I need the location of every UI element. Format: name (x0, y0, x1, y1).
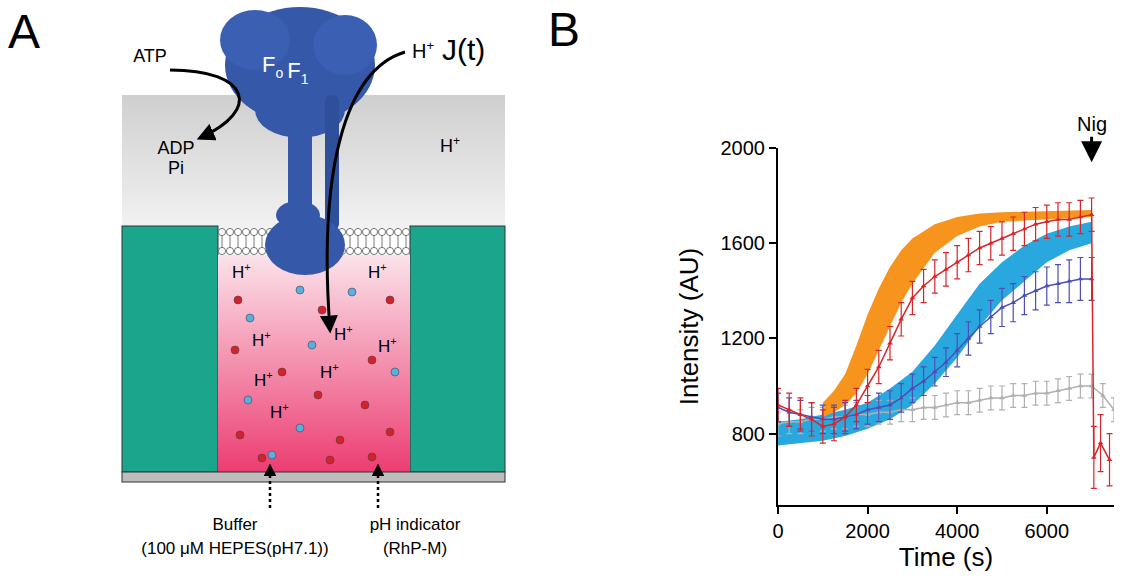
html-text:B: B (548, 3, 580, 56)
svg-text:H+: H+ (270, 401, 289, 422)
svg-text:H+: H+ (252, 329, 271, 350)
svg-text:2000: 2000 (721, 137, 766, 159)
svg-text:H+: H+ (368, 261, 387, 282)
svg-text:FoF1: FoF1 (262, 52, 309, 87)
svg-text:Time (s): Time (s) (899, 542, 993, 572)
svg-text:6000: 6000 (1025, 520, 1070, 542)
svg-text:H+: H+ (412, 38, 434, 62)
svg-text:H+: H+ (334, 323, 353, 344)
svg-text:Buffer: Buffer (212, 515, 257, 534)
svg-text:(RhP-M): (RhP-M) (383, 539, 447, 558)
svg-text:ADP: ADP (157, 138, 194, 158)
svg-text:H+: H+ (254, 369, 273, 390)
svg-text:(100 μM HEPES(pH7.1)): (100 μM HEPES(pH7.1)) (141, 539, 328, 558)
svg-text:pH indicator: pH indicator (370, 515, 461, 534)
svg-text:1200: 1200 (721, 327, 766, 349)
svg-text:A: A (8, 5, 40, 58)
svg-text:800: 800 (732, 423, 765, 445)
svg-text:1600: 1600 (721, 232, 766, 254)
svg-text:Nig: Nig (1077, 113, 1107, 135)
svg-text:H+: H+ (232, 261, 251, 282)
svg-text:H+: H+ (320, 361, 339, 382)
svg-text:H+: H+ (440, 134, 460, 156)
svg-text:2000: 2000 (845, 520, 890, 542)
svg-text:J(t): J(t) (442, 33, 485, 66)
svg-text:H+: H+ (378, 335, 397, 356)
svg-text:0: 0 (772, 520, 783, 542)
svg-text:4000: 4000 (935, 520, 980, 542)
svg-text:ATP: ATP (133, 46, 167, 66)
svg-text:Intensity (AU): Intensity (AU) (674, 248, 704, 406)
svg-text:Pi: Pi (168, 158, 184, 178)
